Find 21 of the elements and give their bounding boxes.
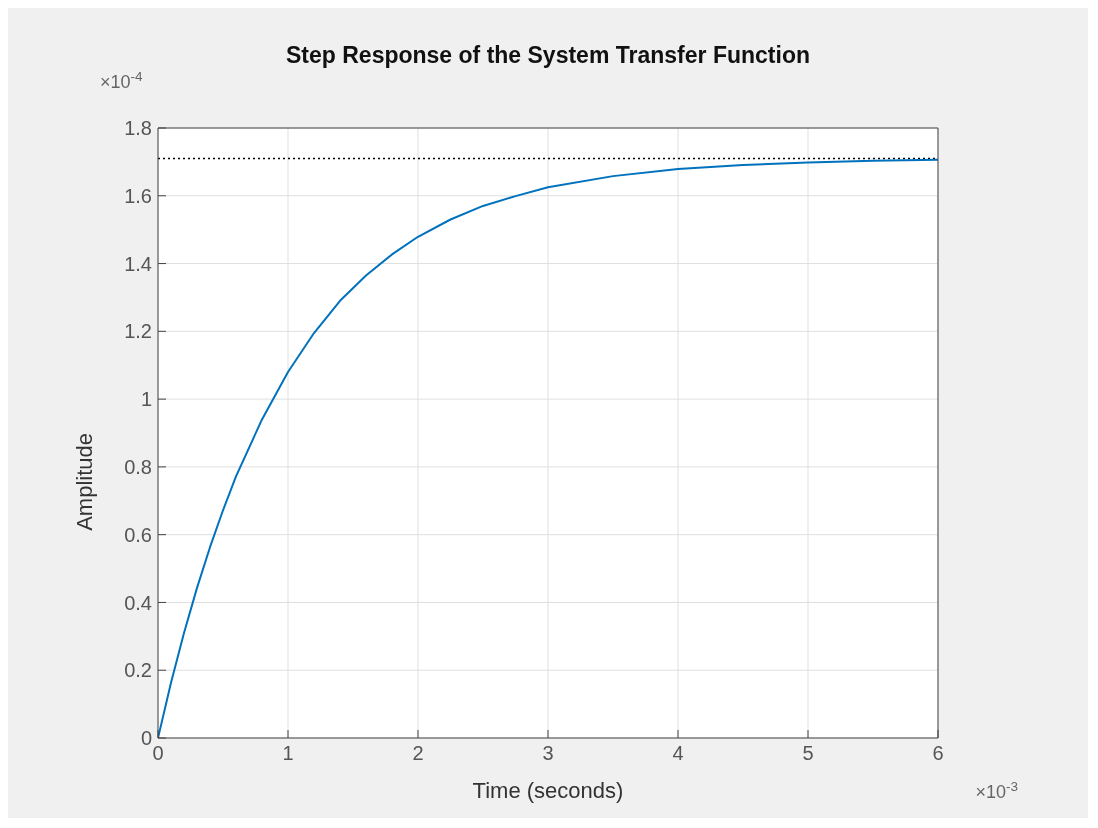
y-tick-label: 0 — [140, 727, 152, 750]
y-tick-label: 1 — [140, 388, 152, 411]
y-tick-label: 1.4 — [124, 252, 152, 275]
y-tick-label: 1.2 — [124, 320, 152, 343]
x-tick-label: 4 — [672, 742, 684, 765]
chart-title: Step Response of the System Transfer Function — [286, 42, 810, 68]
text: ×10$^{-3}$ — [975, 778, 1018, 802]
y-tick-label: 1.6 — [124, 184, 152, 207]
x-tick-label: 3 — [542, 742, 554, 765]
text: ×10$^{-4}$ — [100, 68, 144, 92]
y-axis-title: Amplitude — [71, 433, 97, 531]
y-tick-label: 0.8 — [124, 455, 152, 478]
y-tick-label: 0.4 — [124, 591, 152, 614]
x-tick-label: 2 — [412, 742, 424, 765]
y-tick-label: 0.6 — [124, 523, 152, 546]
x-tick-label: 1 — [282, 742, 294, 765]
y-tick-label: 1.8 — [124, 117, 152, 140]
y-tick-label: 0.2 — [124, 659, 152, 682]
x-axis-title: Time (seconds) — [472, 777, 624, 803]
x-tick-label: 5 — [802, 742, 814, 765]
x-tick-label: 6 — [932, 742, 944, 765]
